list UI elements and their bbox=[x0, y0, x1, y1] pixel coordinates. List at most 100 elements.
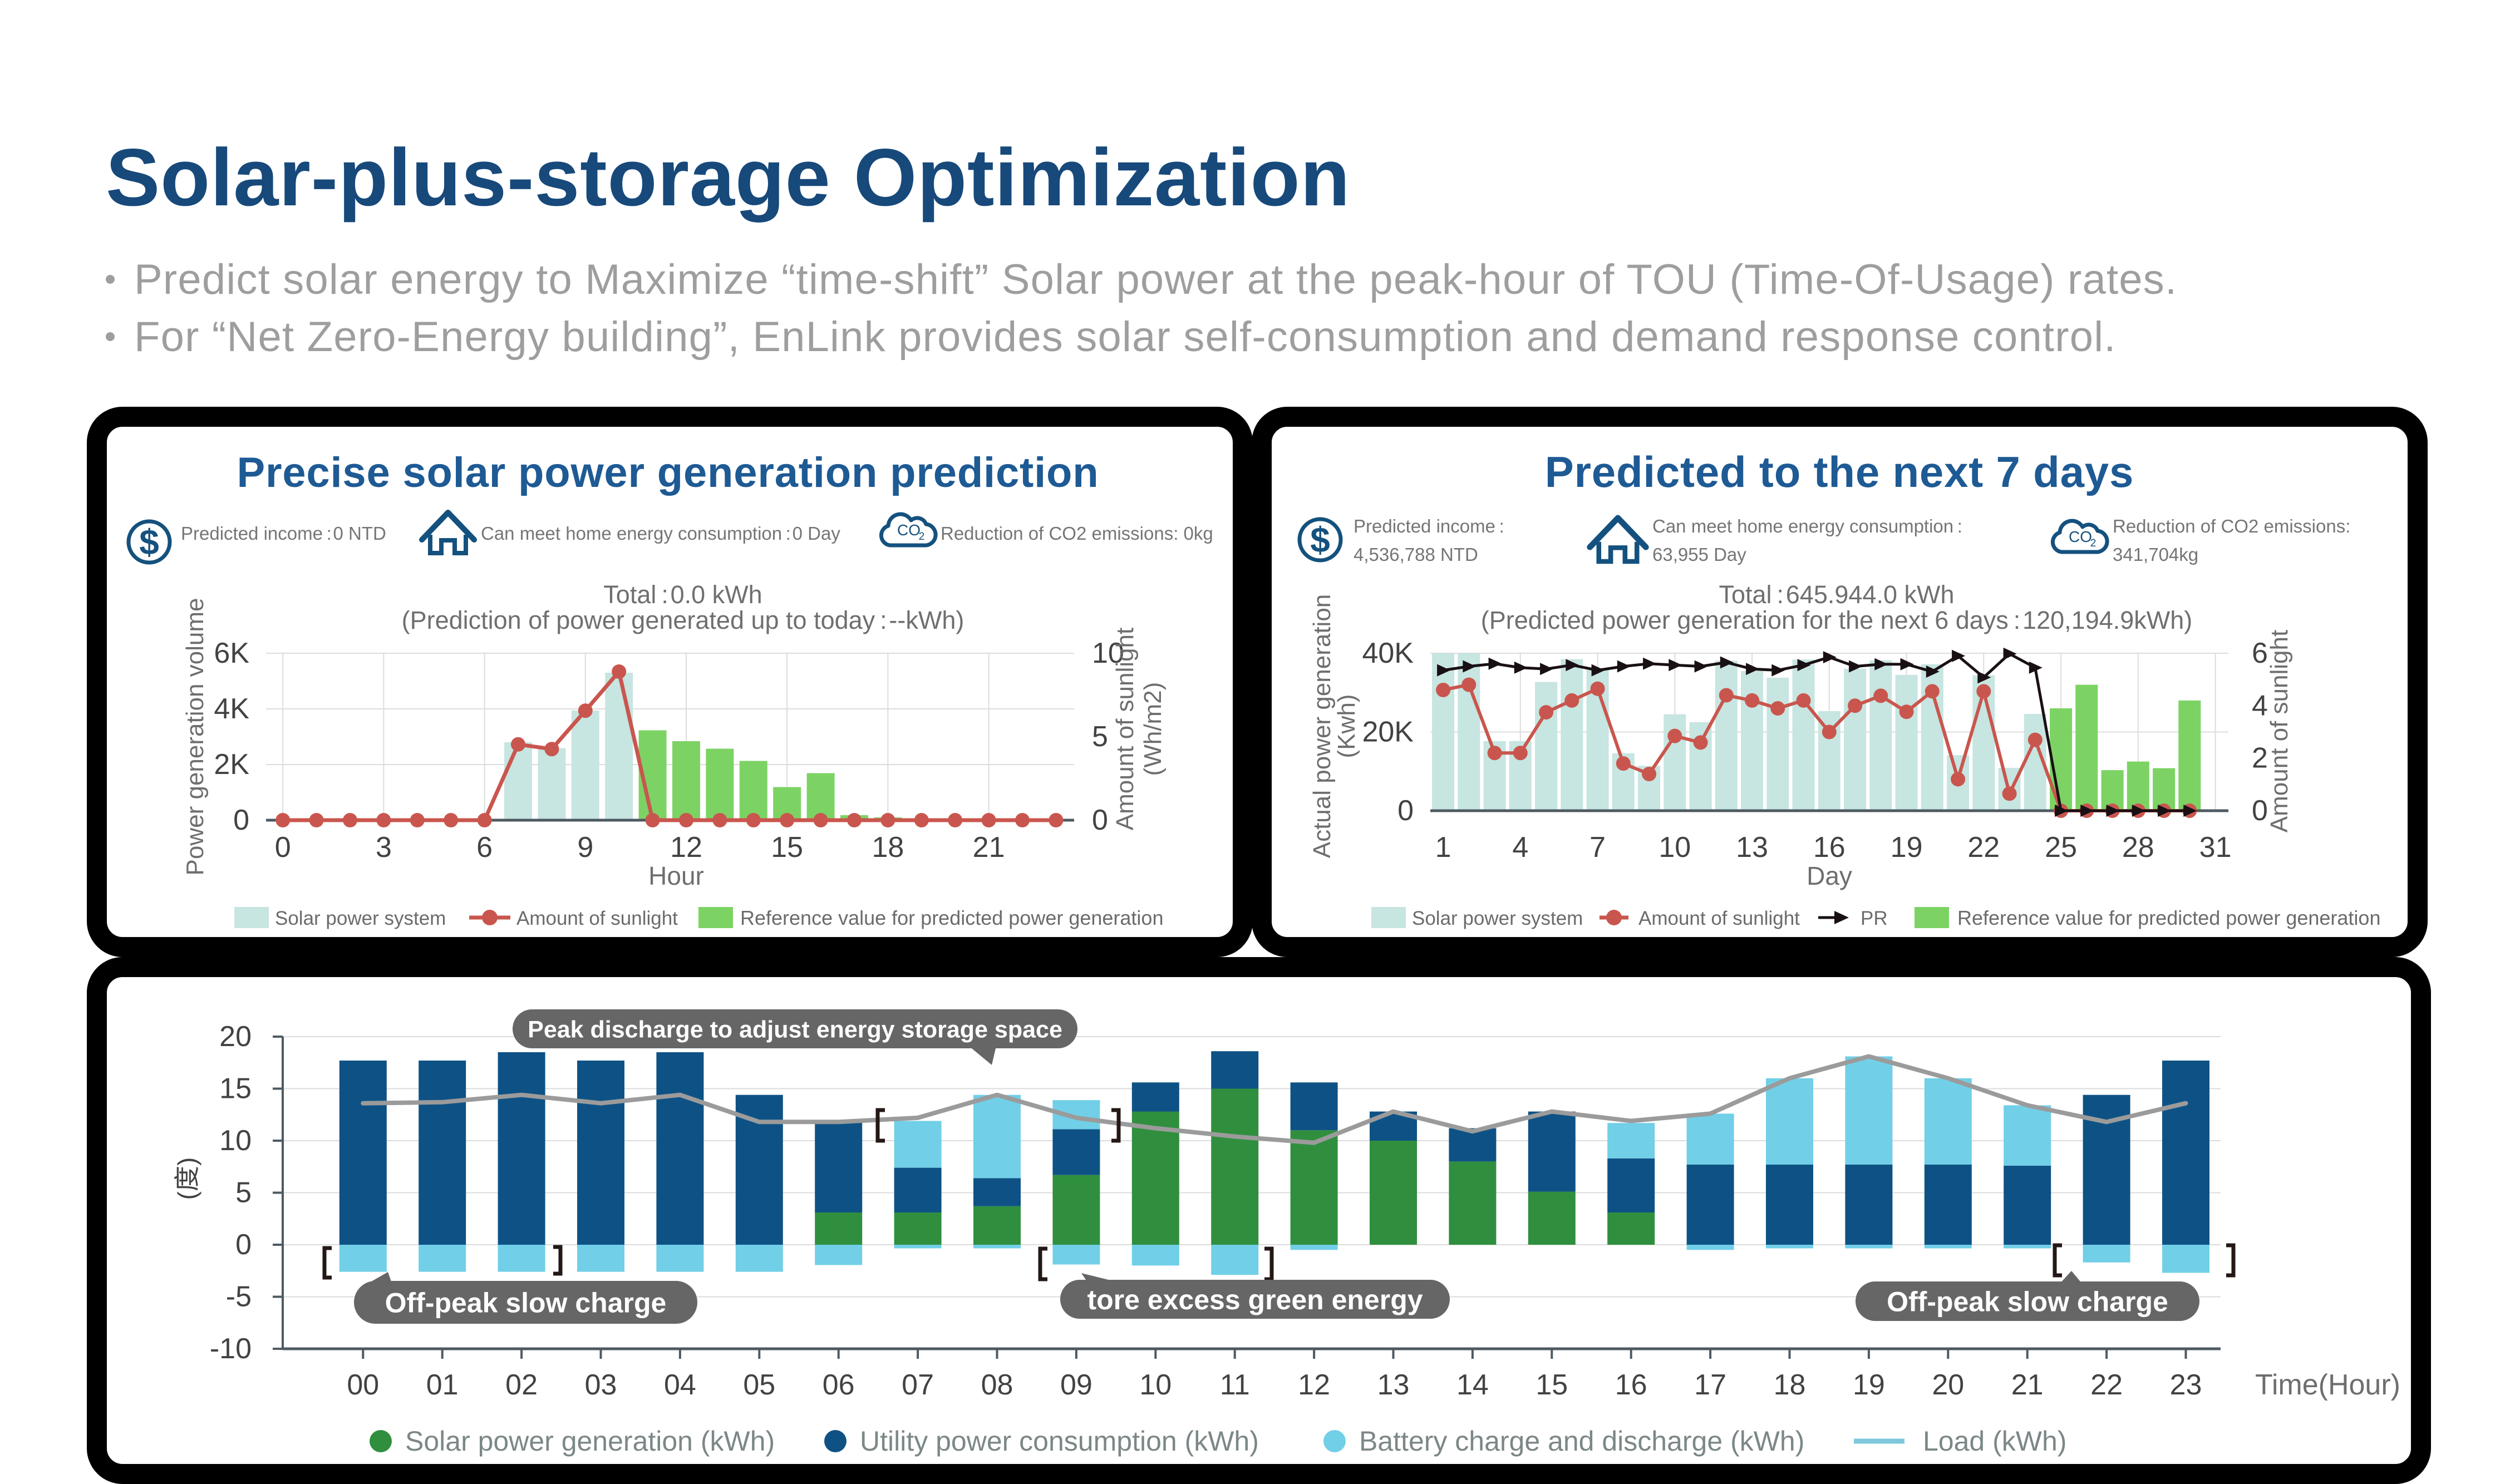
svg-text:13: 13 bbox=[1377, 1369, 1410, 1401]
svg-text:4: 4 bbox=[2252, 689, 2268, 722]
svg-text:23: 23 bbox=[2170, 1369, 2202, 1401]
svg-text:11: 11 bbox=[1220, 1369, 1250, 1401]
svg-text:02: 02 bbox=[505, 1369, 538, 1401]
svg-text:Load (kWh): Load (kWh) bbox=[1923, 1426, 2066, 1457]
svg-text:08: 08 bbox=[981, 1369, 1013, 1401]
svg-text:16: 16 bbox=[1813, 831, 1845, 864]
svg-text:0: 0 bbox=[235, 1229, 252, 1261]
svg-text:tore excess green energy: tore excess green energy bbox=[1087, 1284, 1423, 1315]
svg-text:5: 5 bbox=[235, 1177, 252, 1209]
svg-text:15: 15 bbox=[1536, 1369, 1568, 1401]
svg-text:1: 1 bbox=[1435, 831, 1451, 864]
svg-text:06: 06 bbox=[823, 1369, 855, 1401]
svg-text:25: 25 bbox=[2045, 831, 2077, 864]
svg-text:Total : 0.0 kWh: Total : 0.0 kWh bbox=[603, 580, 762, 609]
svg-text:Amount of sunlight: Amount of sunlight bbox=[2266, 630, 2293, 832]
svg-text:Predict solar energy to Maximi: Predict solar energy to Maximize “time-s… bbox=[134, 256, 2177, 303]
svg-text:19: 19 bbox=[1853, 1369, 1885, 1401]
svg-text:Peak discharge to adjust energ: Peak discharge to adjust energy storage … bbox=[528, 1017, 1062, 1043]
svg-text:Can meet home energy consumpti: Can meet home energy consumption : 0 Day bbox=[481, 523, 840, 544]
svg-text:2: 2 bbox=[2090, 538, 2096, 549]
svg-text:(Kwh): (Kwh) bbox=[1333, 694, 1360, 758]
svg-text:05: 05 bbox=[743, 1369, 775, 1401]
svg-text:Solar power system: Solar power system bbox=[1412, 908, 1583, 929]
svg-text:10: 10 bbox=[1658, 831, 1691, 864]
svg-text:7: 7 bbox=[1589, 831, 1606, 864]
svg-text:22: 22 bbox=[1967, 831, 2000, 864]
svg-text:4K: 4K bbox=[214, 693, 249, 725]
svg-text:18: 18 bbox=[872, 831, 904, 864]
svg-text:-5: -5 bbox=[226, 1281, 252, 1313]
svg-text:For “Net Zero-Energy building”: For “Net Zero-Energy building”, EnLink p… bbox=[134, 313, 2117, 361]
svg-text:14: 14 bbox=[1456, 1369, 1489, 1401]
svg-text:13: 13 bbox=[1736, 831, 1768, 864]
svg-text:6K: 6K bbox=[214, 637, 249, 669]
svg-text:Battery charge and discharge (: Battery charge and discharge (kWh) bbox=[1359, 1426, 1804, 1457]
svg-text:21: 21 bbox=[2011, 1369, 2044, 1401]
svg-text:18: 18 bbox=[1774, 1369, 1806, 1401]
svg-text:Utility power consumption (kWh: Utility power consumption (kWh) bbox=[860, 1426, 1259, 1457]
svg-text:4,536,788 NTD: 4,536,788 NTD bbox=[1354, 544, 1478, 565]
svg-text:341,704kg: 341,704kg bbox=[2113, 544, 2198, 565]
svg-text:(度): (度) bbox=[173, 1157, 201, 1200]
svg-text:15: 15 bbox=[219, 1073, 252, 1105]
svg-text:10: 10 bbox=[219, 1125, 252, 1157]
svg-text:Solar power generation (kWh): Solar power generation (kWh) bbox=[405, 1426, 775, 1457]
svg-text:03: 03 bbox=[585, 1369, 617, 1401]
svg-text:-10: -10 bbox=[210, 1333, 252, 1365]
svg-text:Amount of sunlight: Amount of sunlight bbox=[516, 908, 678, 929]
svg-text:PR: PR bbox=[1861, 908, 1888, 929]
svg-text:07: 07 bbox=[902, 1369, 934, 1401]
svg-text:01: 01 bbox=[426, 1369, 459, 1401]
svg-text:28: 28 bbox=[2122, 831, 2154, 864]
svg-text:Precise solar power generation: Precise solar power generation predictio… bbox=[237, 449, 1099, 496]
svg-text:0: 0 bbox=[1397, 795, 1414, 827]
svg-text:Amount of sunlight: Amount of sunlight bbox=[1111, 628, 1139, 830]
svg-text:0: 0 bbox=[1092, 804, 1108, 836]
svg-text:(Wh/m2): (Wh/m2) bbox=[1139, 682, 1167, 776]
svg-text:63,955 Day: 63,955 Day bbox=[1652, 544, 1746, 565]
svg-text:CO: CO bbox=[2069, 528, 2092, 545]
svg-text:4: 4 bbox=[1512, 831, 1528, 864]
svg-text:Reduction of CO2 emissions: 0k: Reduction of CO2 emissions: 0kg bbox=[941, 523, 1213, 544]
svg-text:Solar power system: Solar power system bbox=[275, 908, 446, 929]
svg-text:$: $ bbox=[1310, 520, 1330, 560]
svg-text:0: 0 bbox=[2252, 795, 2268, 827]
svg-text:20K: 20K bbox=[1362, 716, 1414, 748]
svg-text:3: 3 bbox=[376, 831, 392, 864]
svg-text:2: 2 bbox=[2252, 742, 2268, 775]
svg-text:6: 6 bbox=[476, 831, 493, 864]
svg-text:5: 5 bbox=[1092, 721, 1108, 753]
svg-text:$: $ bbox=[139, 522, 159, 562]
svg-text:6: 6 bbox=[2252, 637, 2268, 669]
svg-text:Predicted to the next 7 days: Predicted to the next 7 days bbox=[1545, 447, 2134, 496]
svg-text:15: 15 bbox=[771, 831, 803, 864]
svg-text:10: 10 bbox=[1139, 1369, 1172, 1401]
svg-text:Predicted income :: Predicted income : bbox=[1354, 516, 1506, 536]
svg-text:Power generation volume: Power generation volume bbox=[181, 598, 209, 876]
svg-text:00: 00 bbox=[347, 1369, 379, 1401]
svg-text:Reduction of CO2 emissions:: Reduction of CO2 emissions: bbox=[2113, 516, 2350, 536]
svg-text:Amount of sunlight: Amount of sunlight bbox=[1638, 908, 1800, 929]
svg-text:Off-peak slow charge: Off-peak slow charge bbox=[1887, 1286, 2168, 1318]
svg-text:Predicted income : 0 NTD: Predicted income : 0 NTD bbox=[181, 523, 386, 544]
svg-text:Hour: Hour bbox=[648, 861, 704, 890]
svg-text:17: 17 bbox=[1694, 1369, 1726, 1401]
svg-text:04: 04 bbox=[664, 1369, 696, 1401]
svg-text:Can meet home energy consumpti: Can meet home energy consumption : bbox=[1652, 516, 1964, 536]
svg-text:16: 16 bbox=[1615, 1369, 1647, 1401]
svg-text:12: 12 bbox=[1298, 1369, 1330, 1401]
svg-text:Time(Hour): Time(Hour) bbox=[2255, 1369, 2400, 1401]
svg-text:09: 09 bbox=[1060, 1369, 1092, 1401]
svg-text:2: 2 bbox=[919, 531, 925, 543]
svg-text:(Predicted power generation fo: (Predicted power generation for the next… bbox=[1481, 606, 2193, 634]
svg-text:20: 20 bbox=[1932, 1369, 1964, 1401]
svg-text:20: 20 bbox=[219, 1020, 252, 1053]
svg-text:Actual power generation: Actual power generation bbox=[1308, 594, 1336, 859]
svg-text:Reference value for predicted: Reference value for predicted power gene… bbox=[740, 906, 1163, 929]
svg-text:22: 22 bbox=[2090, 1369, 2123, 1401]
svg-text:CO: CO bbox=[897, 521, 921, 539]
svg-text:(Prediction of power generated: (Prediction of power generated up to tod… bbox=[402, 606, 964, 634]
svg-text:31: 31 bbox=[2199, 831, 2232, 864]
svg-text:10: 10 bbox=[1092, 637, 1124, 669]
